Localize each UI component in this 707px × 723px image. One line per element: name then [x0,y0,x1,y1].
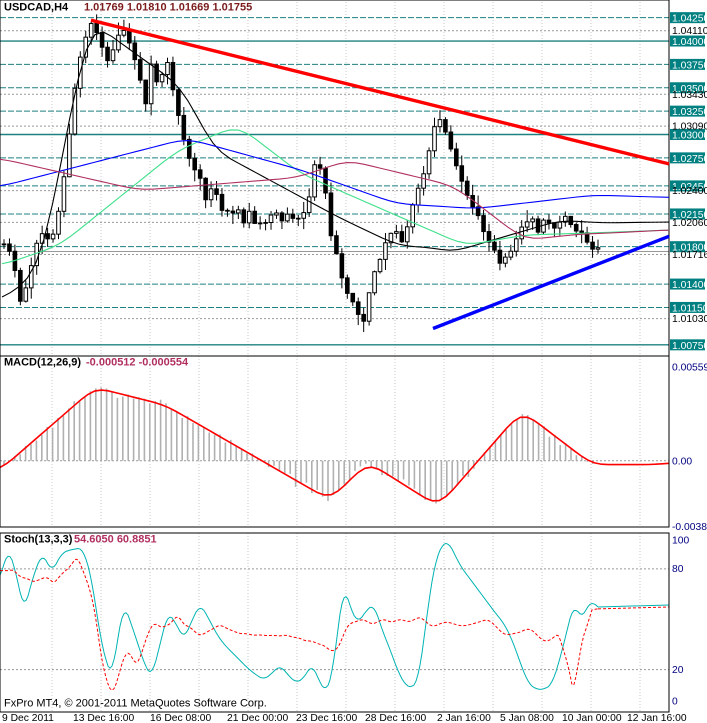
svg-text:54.6050 60.8851: 54.6050 60.8851 [74,534,157,546]
svg-text:20: 20 [672,665,684,676]
svg-text:28 Dec 16:00: 28 Dec 16:00 [365,713,427,723]
svg-text:-0.000512 -0.000554: -0.000512 -0.000554 [86,357,189,369]
svg-text:0.00: 0.00 [672,456,692,467]
svg-text:1.03250: 1.03250 [672,107,707,118]
svg-text:9 Dec 2011: 9 Dec 2011 [2,713,54,723]
svg-text:1.04110: 1.04110 [672,26,707,37]
svg-text:10 Jan 00:00: 10 Jan 00:00 [562,713,622,723]
svg-text:1.02750: 1.02750 [672,154,707,165]
svg-text:16 Dec 08:00: 16 Dec 08:00 [150,713,212,723]
svg-text:FxPro MT4, © 2001-2011 MetaQuo: FxPro MT4, © 2001-2011 MetaQuotes Softwa… [4,698,267,710]
svg-text:80: 80 [672,564,684,575]
svg-text:1.01716: 1.01716 [672,250,707,261]
svg-text:-0.00385: -0.00385 [672,522,707,533]
svg-text:5 Jan 08:00: 5 Jan 08:00 [500,713,554,723]
svg-text:100: 100 [672,536,689,547]
svg-text:1.01769 1.01810 1.01669 1.0175: 1.01769 1.01810 1.01669 1.01755 [84,2,252,14]
svg-text:1.04000: 1.04000 [672,37,707,48]
svg-text:13 Dec 16:00: 13 Dec 16:00 [73,713,135,723]
svg-text:USDCAD,H4: USDCAD,H4 [4,2,69,14]
svg-text:1.00750: 1.00750 [672,341,707,352]
svg-text:0: 0 [672,697,678,708]
svg-text:21 Dec 00:00: 21 Dec 00:00 [227,713,289,723]
svg-text:0.00559: 0.00559 [672,363,707,374]
svg-text:1.03090: 1.03090 [672,122,707,133]
svg-text:1.02400: 1.02400 [672,186,707,197]
svg-text:1.03750: 1.03750 [672,60,707,71]
svg-text:1.01400: 1.01400 [672,280,707,291]
svg-text:1.01150: 1.01150 [672,303,707,314]
svg-text:12 Jan 16:00: 12 Jan 16:00 [627,713,687,723]
svg-text:1.04250: 1.04250 [672,14,707,25]
svg-text:2 Jan 16:00: 2 Jan 16:00 [437,713,491,723]
svg-text:23 Dec 16:00: 23 Dec 16:00 [296,713,358,723]
svg-text:1.01030: 1.01030 [672,314,707,325]
svg-text:1.03430: 1.03430 [672,90,707,101]
svg-text:1.02060: 1.02060 [672,218,707,229]
svg-text:MACD(12,26,9): MACD(12,26,9) [4,357,81,369]
svg-text:Stoch(13,3,3): Stoch(13,3,3) [4,534,73,546]
